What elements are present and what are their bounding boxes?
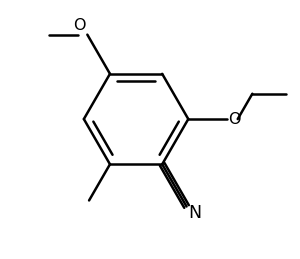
Text: O: O xyxy=(73,18,85,33)
Text: O: O xyxy=(228,112,241,127)
Text: N: N xyxy=(188,204,202,222)
